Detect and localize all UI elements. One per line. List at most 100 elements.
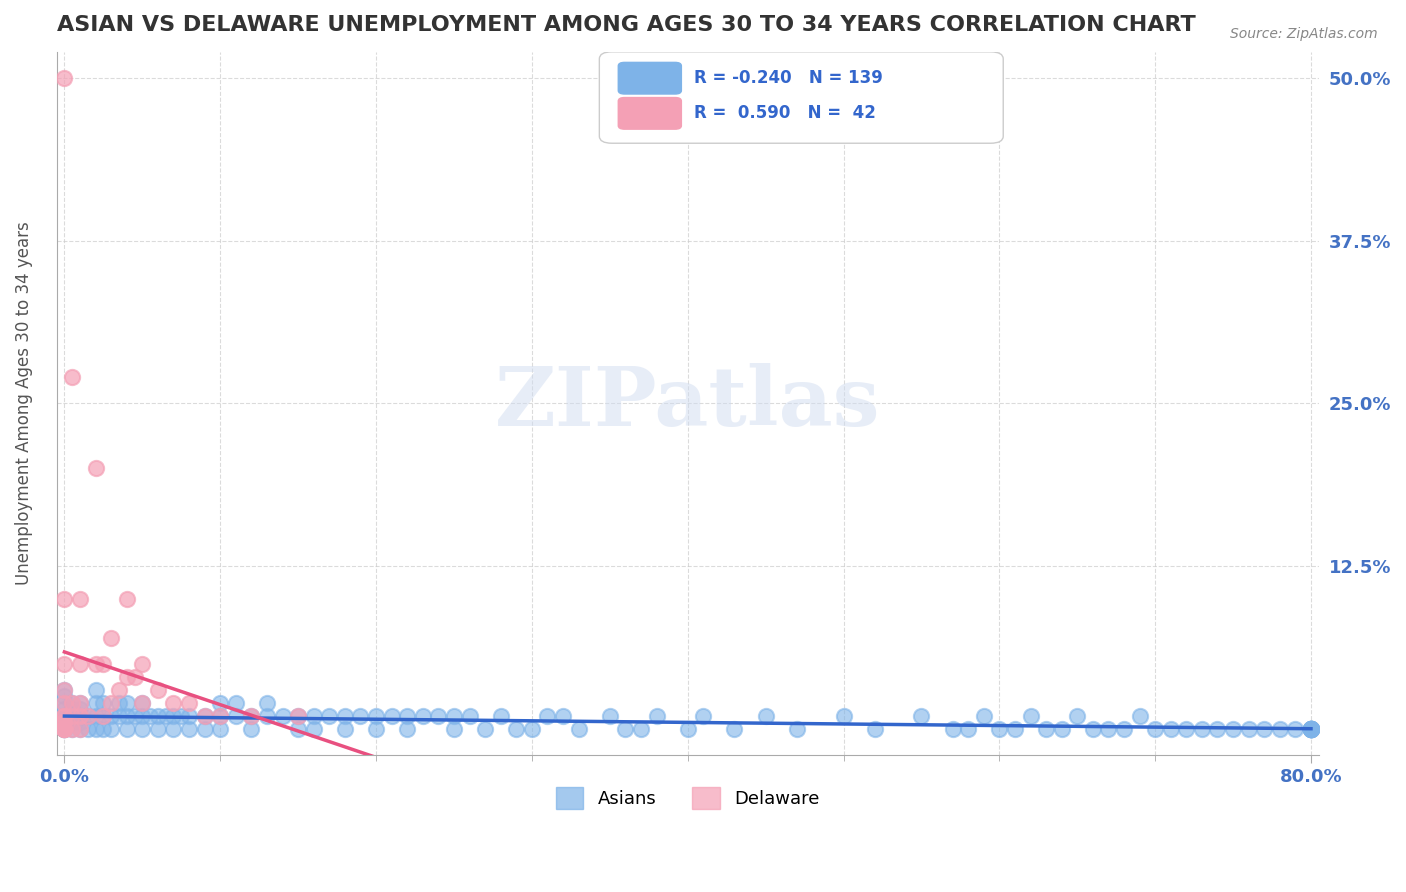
Point [1299,722,1322,736]
Point [69,657,91,671]
Point [302,722,325,736]
Point [443,709,465,723]
Point [84,722,107,736]
Point [93,722,115,736]
Point [194,722,217,736]
Point [60,696,83,710]
Point [1175,722,1198,736]
Point [84,682,107,697]
Point [318,709,340,723]
Point [53,690,76,704]
Point [60,722,83,736]
Point [1299,722,1322,736]
Point [786,722,808,736]
Point [60,722,83,736]
Point [1019,709,1042,723]
Point [76,709,98,723]
Point [1050,722,1073,736]
Point [100,722,122,736]
Point [1144,722,1167,736]
Point [364,722,387,736]
Point [209,696,232,710]
Point [69,591,91,606]
Point [124,670,146,684]
Point [131,657,153,671]
Point [427,709,450,723]
Point [1253,722,1275,736]
Point [60,709,83,723]
Point [93,696,115,710]
Point [60,702,83,716]
Point [69,709,91,723]
Point [162,696,184,710]
Point [53,696,76,710]
Point [108,682,131,697]
Text: ZIPatlas: ZIPatlas [495,363,880,443]
Text: ASIAN VS DELAWARE UNEMPLOYMENT AMONG AGES 30 TO 34 YEARS CORRELATION CHART: ASIAN VS DELAWARE UNEMPLOYMENT AMONG AGE… [56,15,1195,35]
Point [124,709,146,723]
Point [76,722,98,736]
Point [1097,722,1119,736]
Point [973,709,995,723]
Point [53,696,76,710]
Point [1112,722,1135,736]
Point [53,722,76,736]
Y-axis label: Unemployment Among Ages 30 to 34 years: Unemployment Among Ages 30 to 34 years [15,221,32,585]
Point [474,722,496,736]
Point [146,682,169,697]
Point [53,709,76,723]
Point [1299,722,1322,736]
Point [240,722,263,736]
Point [53,715,76,730]
Point [53,722,76,736]
Text: Source: ZipAtlas.com: Source: ZipAtlas.com [1230,27,1378,41]
Point [1299,722,1322,736]
Point [53,722,76,736]
Point [69,722,91,736]
Point [1299,722,1322,736]
Point [256,709,278,723]
Point [505,722,527,736]
Point [1191,722,1213,736]
Point [443,722,465,736]
Point [412,709,434,723]
Point [599,709,621,723]
Point [53,709,76,723]
Point [1129,709,1152,723]
Point [139,709,162,723]
Point [225,696,247,710]
Point [240,709,263,723]
Point [910,709,932,723]
Point [302,709,325,723]
Point [60,709,83,723]
Point [755,709,778,723]
Point [53,682,76,697]
Point [287,722,309,736]
Point [53,722,76,736]
Point [60,715,83,730]
Point [69,722,91,736]
Point [60,370,83,384]
Point [53,722,76,736]
Point [84,709,107,723]
Point [381,709,404,723]
Point [155,709,177,723]
FancyBboxPatch shape [619,62,682,94]
Point [84,657,107,671]
Point [1299,722,1322,736]
Point [333,722,356,736]
Point [69,702,91,716]
Point [146,709,169,723]
Point [1004,722,1026,736]
Point [489,709,512,723]
Point [53,722,76,736]
Point [957,722,980,736]
Point [1299,722,1322,736]
Point [832,709,855,723]
Point [863,722,886,736]
Point [100,696,122,710]
Point [115,591,138,606]
Text: R = -0.240   N = 139: R = -0.240 N = 139 [695,69,883,87]
Point [115,709,138,723]
Point [1081,722,1104,736]
